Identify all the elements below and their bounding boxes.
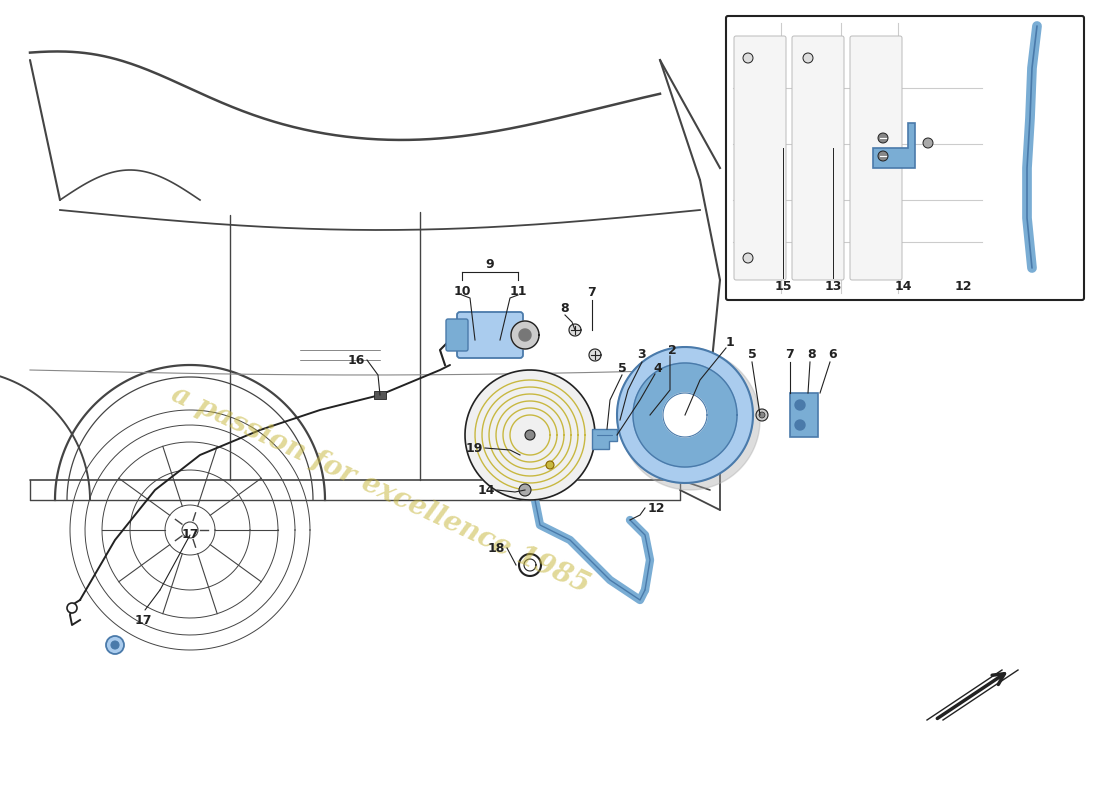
Circle shape [795,400,805,410]
Text: 8: 8 [561,302,570,314]
FancyBboxPatch shape [792,36,844,280]
FancyBboxPatch shape [734,36,786,280]
Polygon shape [512,321,539,349]
Circle shape [878,133,888,143]
Circle shape [759,412,764,418]
Circle shape [923,138,933,148]
Text: 10: 10 [453,285,471,298]
Text: 12: 12 [648,502,666,514]
Text: 9: 9 [486,258,494,271]
Polygon shape [592,429,617,449]
Text: 14: 14 [894,279,912,293]
Polygon shape [569,324,581,336]
Text: 5: 5 [617,362,626,374]
Text: 2: 2 [668,343,676,357]
Text: 12: 12 [955,279,971,293]
Text: 11: 11 [509,285,527,298]
Polygon shape [620,350,760,490]
Text: 15: 15 [774,279,792,293]
Circle shape [525,430,535,440]
Text: 4: 4 [653,362,662,374]
Circle shape [106,636,124,654]
Text: a passion for excellence 1985: a passion for excellence 1985 [166,381,593,599]
Text: 3: 3 [638,349,647,362]
Polygon shape [465,370,595,500]
Polygon shape [632,363,737,467]
FancyBboxPatch shape [850,36,902,280]
Text: 16: 16 [348,354,365,366]
Polygon shape [663,393,707,437]
Circle shape [519,484,531,496]
Text: 1: 1 [726,335,735,349]
Circle shape [742,253,754,263]
Text: 5: 5 [748,349,757,362]
Text: 18: 18 [487,542,505,554]
Polygon shape [790,393,818,437]
Circle shape [742,53,754,63]
Text: 8: 8 [807,349,816,362]
Text: 6: 6 [828,349,837,362]
Circle shape [546,461,554,469]
Polygon shape [873,123,915,168]
Polygon shape [617,347,754,483]
Circle shape [182,522,198,538]
Circle shape [878,151,888,161]
FancyBboxPatch shape [446,319,468,351]
Polygon shape [519,329,531,341]
Bar [374,391,386,399]
Text: 7: 7 [785,349,794,362]
Text: 17: 17 [134,614,152,627]
Text: 7: 7 [587,286,596,299]
Circle shape [795,420,805,430]
FancyBboxPatch shape [456,312,522,358]
Polygon shape [588,349,601,361]
Text: 17: 17 [182,529,199,542]
Circle shape [67,603,77,613]
Text: 19: 19 [465,442,483,454]
Text: 14: 14 [477,483,495,497]
Circle shape [756,409,768,421]
FancyBboxPatch shape [726,16,1084,300]
Circle shape [111,641,119,649]
Circle shape [803,53,813,63]
Text: 13: 13 [824,279,842,293]
